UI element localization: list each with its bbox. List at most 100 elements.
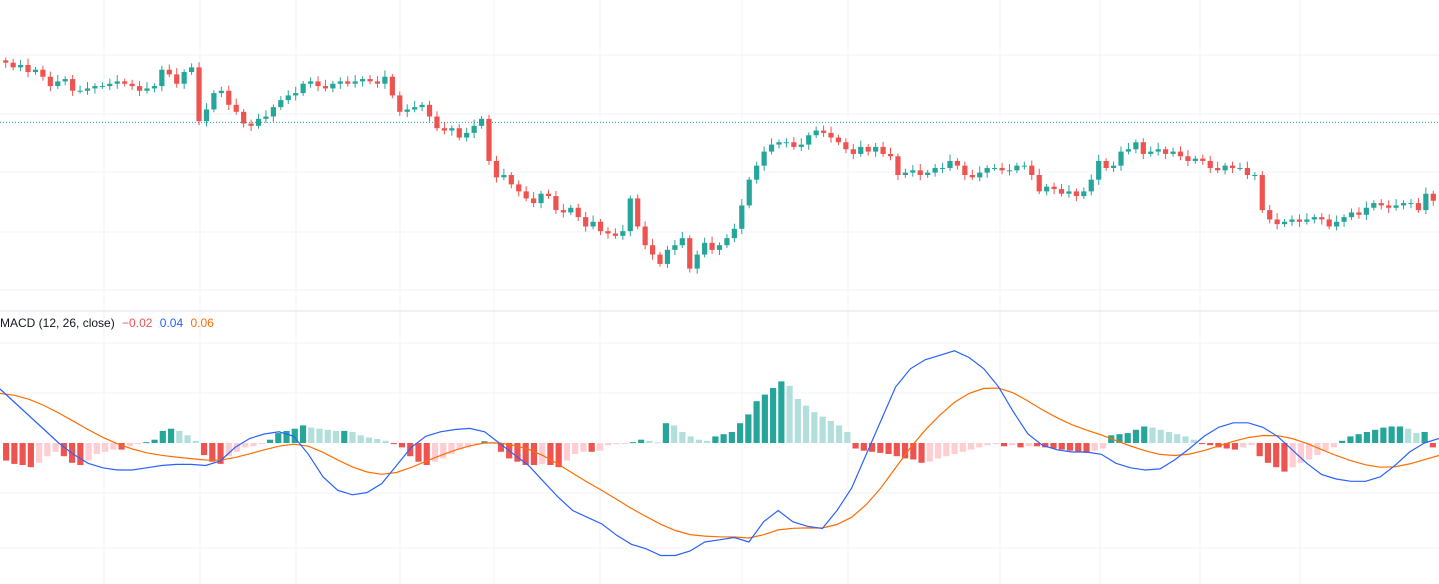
- candle-body: [99, 86, 105, 88]
- candle-body: [531, 198, 537, 204]
- macd-histogram-bar: [778, 381, 785, 443]
- candle-body: [798, 144, 804, 147]
- candle-body: [1274, 219, 1280, 225]
- macd-histogram-bar: [852, 443, 859, 449]
- macd-histogram-bar: [646, 440, 653, 443]
- candle-body: [32, 69, 39, 73]
- macd-histogram-bar: [530, 443, 538, 465]
- candle-body: [426, 104, 433, 117]
- macd-histogram-bar: [704, 440, 711, 443]
- candle-body: [330, 83, 336, 89]
- macd-histogram-bar: [926, 443, 933, 462]
- macd-histogram-bar: [761, 394, 768, 443]
- candle-body: [300, 83, 306, 94]
- candle-body: [144, 88, 150, 91]
- candle-body: [754, 165, 760, 180]
- macd-histogram-bar: [233, 443, 241, 452]
- candle-body: [1252, 175, 1258, 176]
- candle-body: [895, 156, 901, 175]
- macd-histogram-bar: [1050, 443, 1057, 449]
- candle-body: [843, 142, 849, 150]
- macd-histogram-bar: [1281, 443, 1288, 472]
- macd-histogram-bar: [621, 443, 628, 444]
- candle-body: [389, 76, 395, 96]
- macd-histogram-bar: [489, 441, 496, 443]
- signal-line: [0, 387, 1439, 539]
- candle-body: [1408, 203, 1414, 205]
- macd-histogram-bar: [514, 443, 521, 462]
- candle-body: [783, 142, 790, 144]
- macd-histogram-bar: [638, 439, 645, 443]
- macd-histogram-bar: [473, 443, 480, 445]
- macd-histogram-bar: [679, 432, 686, 443]
- macd-histogram-bar: [217, 443, 224, 464]
- candle-body: [278, 100, 284, 108]
- candle-body: [1163, 149, 1169, 154]
- candle-body: [62, 79, 68, 82]
- macd-histogram-bar: [860, 443, 867, 451]
- macd-histogram-bar: [101, 443, 109, 452]
- macd-histogram-bar: [19, 443, 26, 465]
- macd-histogram-bar: [868, 443, 876, 452]
- macd-histogram-bar: [151, 439, 158, 443]
- candle-body: [642, 226, 648, 246]
- macd-histogram-bar: [1017, 443, 1024, 448]
- macd-histogram-bar: [77, 443, 84, 465]
- candle-body: [1415, 203, 1422, 211]
- macd-histogram-bar: [299, 425, 307, 443]
- candle-body: [1348, 212, 1355, 218]
- candle-body: [1058, 189, 1065, 194]
- macd-histogram-bar: [1042, 443, 1049, 448]
- candle-body: [605, 231, 611, 234]
- macd-histogram-bar: [695, 439, 702, 443]
- macd-histogram-bar: [563, 443, 571, 461]
- candle-body: [255, 118, 262, 126]
- macd-histogram-bar: [209, 443, 216, 462]
- macd-histogram-bar: [1339, 440, 1346, 443]
- candle-body: [1021, 165, 1027, 167]
- candle-body: [649, 245, 656, 255]
- macd-histogram-bar: [1141, 426, 1148, 443]
- candle-body: [820, 130, 827, 133]
- candle-body: [947, 160, 953, 168]
- candle-body: [263, 116, 269, 119]
- candle-body: [397, 95, 403, 112]
- candle-body: [322, 86, 329, 89]
- macd-histogram-bar: [1215, 443, 1222, 448]
- candle-body: [545, 193, 552, 197]
- macd-histogram-bar: [827, 421, 834, 443]
- macd-histogram-bar: [283, 430, 290, 443]
- candle-body: [337, 81, 343, 84]
- macd-histogram-bar: [1058, 443, 1065, 450]
- candle-body: [270, 107, 276, 117]
- macd-histogram-bar: [382, 440, 389, 443]
- candle-body: [1014, 165, 1020, 171]
- candle-body: [590, 221, 596, 227]
- candle-body: [166, 69, 172, 75]
- candle-body: [114, 81, 120, 84]
- candle-body: [1378, 203, 1384, 206]
- candle-body: [374, 81, 381, 84]
- candle-body: [360, 79, 366, 82]
- candle-body: [865, 146, 871, 152]
- candle-body: [1371, 203, 1377, 208]
- macd-histogram-bar: [1372, 429, 1379, 443]
- candle-body: [1133, 142, 1139, 150]
- price-pane: [0, 57, 1439, 274]
- macd-legend[interactable]: MACD (12, 26, close) −0.02 0.04 0.06: [0, 316, 218, 330]
- macd-histogram-bar: [1330, 443, 1338, 448]
- macd-pane: [0, 350, 1439, 557]
- candle-body: [523, 191, 529, 199]
- candle-body: [55, 81, 61, 87]
- candle-body: [1356, 212, 1362, 215]
- candle-body: [687, 238, 693, 269]
- candle-body: [731, 228, 737, 239]
- candle-body: [1192, 158, 1198, 161]
- macd-histogram-bar: [1355, 434, 1362, 443]
- candle-body: [107, 83, 113, 87]
- macd-histogram-bar: [1000, 443, 1008, 447]
- macd-histogram-bar: [27, 443, 34, 468]
- macd-histogram-bar: [176, 430, 183, 443]
- candle-body: [486, 118, 492, 161]
